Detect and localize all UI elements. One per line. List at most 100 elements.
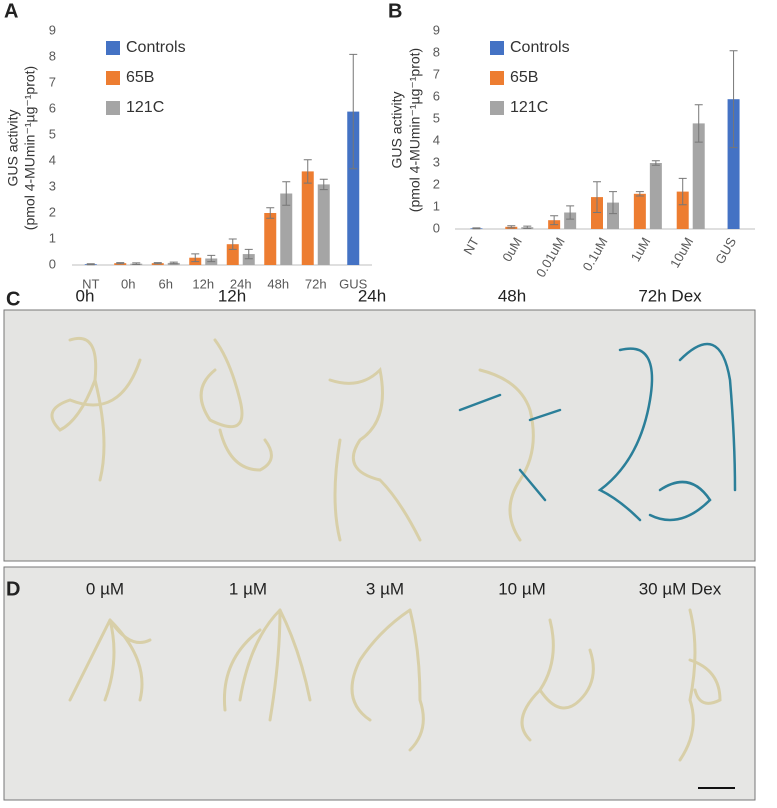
bar (301, 171, 314, 265)
bar (264, 213, 277, 265)
bar (649, 163, 662, 229)
panel-label: 48h (498, 286, 526, 305)
y-tick-label: 9 (49, 22, 56, 37)
x-tick-label: 0.1uM (580, 235, 611, 274)
legend-swatch (106, 41, 120, 55)
y-tick-label: 8 (49, 48, 56, 63)
error-bar (319, 178, 328, 191)
error-bar (523, 225, 532, 229)
panel-label: 72h Dex (638, 286, 702, 305)
panel-label: 0h (76, 286, 95, 305)
y-tick-label: 6 (49, 100, 56, 115)
legend-swatch (106, 101, 120, 115)
bar (676, 191, 689, 229)
error-bar (609, 191, 617, 215)
error-bar (507, 225, 516, 229)
y-tick-label: 1 (49, 230, 56, 245)
legend-label: 121C (126, 99, 164, 116)
legend-label: Controls (510, 39, 570, 56)
y-axis-label: (pmol 4-MUmin⁻¹µg⁻¹prot) (407, 48, 423, 212)
y-tick-label: 0 (49, 256, 56, 271)
error-bar (282, 181, 291, 206)
y-tick-label: 8 (433, 44, 440, 59)
panel-label: 12h (218, 286, 246, 305)
y-tick-label: 7 (433, 66, 440, 81)
y-tick-label: 2 (433, 176, 440, 191)
y-tick-label: 5 (433, 110, 440, 125)
error-bar (651, 160, 660, 166)
x-tick-label: GUS (712, 234, 739, 266)
bar (280, 193, 293, 265)
x-tick-label: 6h (159, 276, 173, 291)
y-tick-label: 1 (433, 198, 440, 213)
panel-label: 1 µM (229, 579, 267, 598)
bar (564, 212, 577, 229)
x-tick-label: 24h (230, 276, 252, 291)
error-bar (207, 254, 216, 263)
legend-label: Controls (126, 39, 186, 56)
bar (607, 202, 619, 229)
x-tick-label: 10uM (667, 235, 696, 271)
y-tick-label: 6 (433, 88, 440, 103)
legend-swatch (490, 41, 504, 55)
panel-letter: A (4, 0, 18, 22)
x-tick-label: 12h (192, 276, 214, 291)
error-bar (132, 262, 141, 265)
error-bar (550, 215, 559, 226)
panel-letter: D (6, 578, 20, 600)
error-bar (566, 205, 575, 220)
y-axis-label: GUS activity (389, 91, 405, 168)
error-bar (116, 262, 125, 265)
bar (692, 123, 705, 229)
x-tick-label: 0.01uM (533, 235, 568, 280)
y-tick-label: 0 (433, 220, 440, 235)
y-axis-label: GUS activity (5, 109, 21, 186)
panel-d-photo (3, 566, 756, 801)
error-bar (349, 53, 358, 170)
error-bar (191, 253, 200, 263)
bar (633, 193, 646, 229)
y-tick-label: 9 (433, 22, 440, 37)
error-bar (635, 191, 644, 197)
y-tick-label: 4 (433, 132, 440, 147)
error-bar (228, 238, 237, 250)
y-tick-label: 3 (433, 154, 440, 169)
x-tick-label: GUS (339, 276, 368, 291)
panel-letter: C (6, 288, 20, 310)
panel-label: 24h (358, 286, 386, 305)
panel-c-photo (3, 309, 756, 562)
legend-label: 121C (510, 99, 548, 116)
error-bar (86, 263, 95, 266)
y-tick-label: 3 (49, 178, 56, 193)
bar (591, 197, 603, 229)
x-tick-label: 72h (305, 276, 327, 291)
legend-label: 65B (510, 69, 538, 86)
panel-label: 10 µM (498, 579, 546, 598)
error-bar (266, 207, 275, 219)
x-tick-label: 0h (121, 276, 135, 291)
panel-label: 0 µM (86, 579, 124, 598)
y-tick-label: 7 (49, 74, 56, 89)
bar (727, 99, 740, 229)
seedlings (50, 337, 737, 762)
y-axis-label: (pmol 4-MUmin⁻¹µg⁻¹prot) (22, 66, 38, 230)
panel-letter: B (388, 0, 402, 22)
x-tick-label: NT (460, 235, 482, 258)
y-tick-label: 5 (49, 126, 56, 141)
x-tick-label: 48h (267, 276, 289, 291)
x-tick-label: NT (82, 276, 99, 291)
legend-label: 65B (126, 69, 154, 86)
error-bar (244, 248, 253, 260)
panel-label: 30 µM Dex (639, 579, 722, 598)
error-bar (678, 177, 687, 206)
error-bar (153, 262, 162, 265)
error-bar (729, 50, 738, 149)
y-tick-label: 2 (49, 204, 56, 219)
bar (347, 111, 360, 265)
x-tick-label: 1uM (628, 235, 654, 264)
error-bar (472, 227, 481, 230)
error-bar (593, 181, 601, 213)
error-bar (694, 104, 703, 143)
bar (242, 254, 255, 265)
